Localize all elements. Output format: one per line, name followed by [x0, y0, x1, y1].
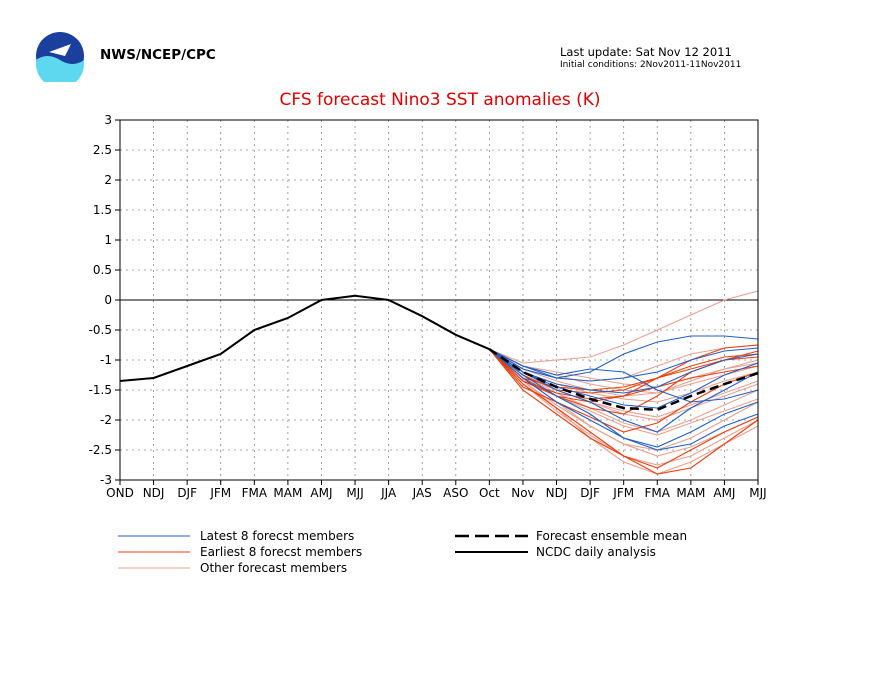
legend: Latest 8 forecst members Earliest 8 fore…: [118, 529, 687, 575]
x-tick-label: Nov: [511, 486, 534, 500]
y-tick-label: -2.5: [89, 443, 112, 457]
x-tick-label: NDJ: [546, 486, 568, 500]
chart-title: CFS forecast Nino3 SST anomalies (K): [279, 90, 601, 110]
y-tick-label: 3: [104, 113, 112, 127]
y-tick-label: 1.5: [93, 203, 112, 217]
legend-label-earliest: Earliest 8 forecst members: [200, 545, 362, 559]
x-tick-label: MJJ: [346, 486, 363, 500]
member-line-other: [489, 348, 759, 388]
member-line-earliest: [488, 348, 759, 433]
x-tick-label: ASO: [443, 486, 468, 500]
member-line-other: [489, 348, 759, 457]
x-tick-label: NDJ: [143, 486, 165, 500]
last-update-label: Last update: Sat Nov 12 2011: [560, 45, 732, 59]
forecast-members: [488, 290, 759, 475]
x-tick-label: MJJ: [749, 486, 766, 500]
member-line-earliest: [489, 348, 759, 391]
y-tick-label: -3: [100, 473, 112, 487]
member-line-latest: [489, 348, 759, 448]
y-tick-label: 2: [104, 173, 112, 187]
analysis-line: [119, 294, 490, 382]
y-axis-ticks: 3 2.5 2 1.5 1 0.5 0 -0.5 -1 -1.5 -2 -2.5 -3: [89, 113, 120, 487]
member-line-other: [489, 290, 759, 364]
member-line-other: [489, 348, 759, 475]
member-line-earliest: [488, 348, 759, 469]
legend-label-mean: Forecast ensemble mean: [536, 529, 687, 543]
y-tick-label: -0.5: [89, 323, 112, 337]
initial-conditions-label: Initial conditions: 2Nov2011-11Nov2011: [560, 60, 742, 70]
x-tick-label: JFM: [209, 486, 231, 500]
x-tick-label: DJF: [177, 486, 197, 500]
x-tick-label: AMJ: [310, 486, 332, 500]
member-line-latest: [489, 348, 759, 409]
x-axis-ticks: OND NDJ DJF JFM FMA MAM AMJ MJJ JJA JAS ASO Oct Nov N…: [106, 480, 767, 500]
member-line-latest: [489, 348, 759, 394]
member-line-latest: [489, 348, 759, 403]
x-tick-label: JFM: [612, 486, 634, 500]
member-line-latest: [489, 335, 759, 379]
y-tick-label: -2: [100, 413, 112, 427]
x-tick-label: Oct: [479, 486, 500, 500]
member-line-latest: [489, 347, 759, 382]
x-tick-label: OND: [106, 486, 134, 500]
ensemble-mean-line: [488, 348, 759, 412]
logo-gull: [49, 44, 71, 56]
x-tick-label: JJA: [380, 486, 397, 500]
x-tick-label: DJF: [580, 486, 600, 500]
y-tick-label: 1: [104, 233, 112, 247]
legend-label-analysis: NCDC daily analysis: [536, 545, 656, 559]
x-tick-label: AMJ: [713, 486, 735, 500]
x-tick-label: FMA: [242, 486, 268, 500]
logo-wave: [36, 56, 84, 82]
legend-label-other: Other forecast members: [200, 561, 347, 575]
noaa-logo: [36, 32, 84, 82]
member-line-earliest: [489, 348, 759, 400]
member-line-earliest: [489, 348, 759, 394]
x-tick-label: FMA: [645, 486, 671, 500]
legend-label-latest: Latest 8 forecst members: [200, 529, 354, 543]
x-tick-label: MAM: [676, 486, 705, 500]
x-tick-label: MAM: [273, 486, 302, 500]
y-tick-label: 2.5: [93, 143, 112, 157]
org-label: NWS/NCEP/CPC: [100, 47, 216, 63]
y-tick-label: 0.5: [93, 263, 112, 277]
y-tick-label: -1.5: [89, 383, 112, 397]
y-tick-label: -1: [100, 353, 112, 367]
member-line-latest: [489, 348, 759, 433]
x-tick-label: JAS: [412, 486, 432, 500]
plot-frame: [119, 119, 759, 481]
y-tick-label: 0: [104, 293, 112, 307]
